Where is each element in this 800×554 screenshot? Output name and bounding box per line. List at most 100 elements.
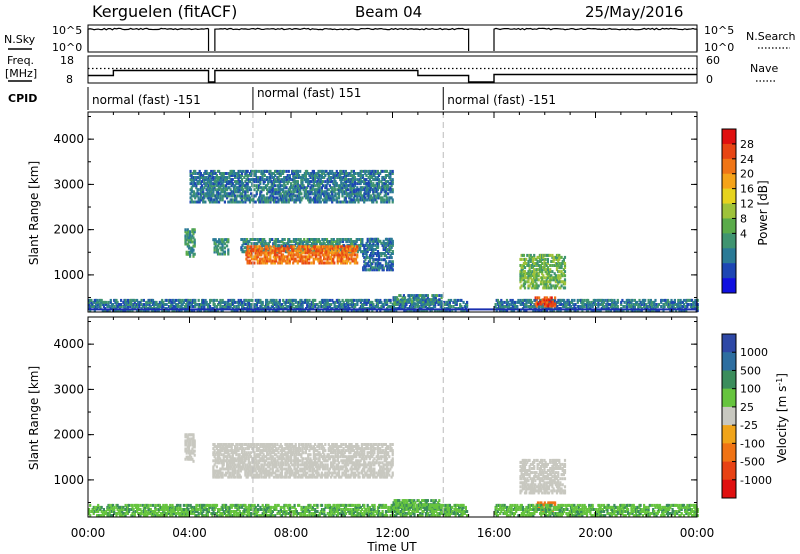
- velocity-data: [88, 433, 699, 518]
- power-colorbar-swatch-9: [722, 263, 736, 279]
- power-colorbar-swatch-2: [722, 158, 736, 175]
- velocity-ytick-label-1: 2000: [53, 428, 84, 442]
- power-axes: 1000 2000 3000 4000: [53, 111, 698, 313]
- x-tick-label-0: 00:00: [71, 526, 106, 540]
- power-ylabel: Slant Range [km]: [27, 161, 41, 265]
- nsky-panel: N.Sky 10^5 10^0 10^5 10^0 N.Search: [4, 24, 796, 54]
- power-colorbar-label: Power [dB]: [756, 180, 770, 245]
- velocity-panel: 1000 2000 3000 4000 Slant Range [km] 1000 50…: [27, 316, 789, 518]
- plot-title: Kerguelen (fitACF): [92, 2, 237, 21]
- nave-right-tick-bottom: 0: [706, 73, 713, 86]
- nsky-left-tick-bottom: 10^0: [52, 41, 82, 54]
- power-panel: 1000 2000 3000 4000 Slant Range [km] 28 24 20…: [27, 111, 770, 313]
- power-colorbar-swatch-7: [722, 233, 736, 249]
- x-tick-label-3: 12:00: [375, 526, 410, 540]
- x-tick-label-1: 04:00: [172, 526, 207, 540]
- cpid-segment-1: normal (fast) 151: [257, 86, 361, 100]
- power-region-7: [519, 253, 567, 290]
- nave-right-tick-top: 60: [706, 54, 720, 67]
- velocity-colorbar-label-exp: -1: [775, 378, 784, 386]
- cpid-label: CPID: [8, 92, 37, 105]
- power-colorbar-swatch-3: [722, 173, 736, 189]
- power-ytick-label-2: 3000: [53, 177, 84, 191]
- power-ytick-label-3: 4000: [53, 132, 84, 146]
- freq-lines: [88, 67, 697, 83]
- velocity-colorbar-swatch-1: [722, 352, 736, 371]
- freq-frame: [87, 55, 698, 84]
- nsky-right-tick-top: 10^5: [704, 24, 734, 37]
- velocity-ytick-label-2: 3000: [53, 382, 84, 396]
- velocity-colorbar-swatch-5: [722, 425, 736, 444]
- velocity-colorbar-tick-3: 25: [740, 401, 754, 414]
- power-colorbar-swatch-0: [722, 129, 736, 145]
- x-tick-labels: 00:00 04:00 08:00 12:00 16:00 20:00 00:00: [71, 526, 715, 540]
- power-region-4: [362, 237, 394, 272]
- cpid-segments: normal (fast) -151 normal (fast) 151 norma…: [87, 86, 556, 110]
- velocity-colorbar-swatch-4: [722, 406, 736, 426]
- power-region-3: [245, 245, 359, 265]
- velocity-colorbar-swatch-0: [722, 334, 736, 353]
- freq-label: Freq.: [7, 54, 34, 67]
- x-tick-label-6: 00:00: [680, 526, 715, 540]
- power-colorbar: 28 24 20 16 128 4: [721, 128, 754, 294]
- cpid-segment-2: normal (fast) -151: [447, 93, 556, 107]
- power-region-1: [212, 238, 230, 256]
- nsky-lines: [87, 27, 698, 51]
- power-colorbar-tick-6: 4: [740, 227, 747, 240]
- beam-label: Beam 04: [355, 3, 422, 21]
- power-ytick-label-0: 1000: [53, 268, 84, 282]
- velocity-colorbar-label-unit: [m s: [775, 386, 789, 412]
- velocity-colorbar-tick-7: -1000: [740, 474, 772, 487]
- freq-unit-label: [MHz]: [5, 67, 37, 80]
- velocity-colorbar-tick-4: -25: [740, 419, 758, 432]
- x-tick-label-4: 16:00: [477, 526, 512, 540]
- power-region-0: [184, 228, 196, 258]
- velocity-axes: 1000 2000 3000 4000: [53, 316, 698, 518]
- freq-series-solid: [88, 69, 697, 83]
- power-region-6: [392, 294, 443, 306]
- power-colorbar-swatch-6: [722, 218, 736, 234]
- velocity-colorbar: 1000 500 100 25 -25 -100 -500 -1000: [721, 333, 772, 499]
- nsky-left-tick-top: 10^5: [52, 24, 82, 37]
- velocity-colorbar-swatch-8: [722, 479, 736, 499]
- velocity-colorbar-label: Velocity [m s-1]: [775, 373, 789, 463]
- x-tick-label-5: 20:00: [578, 526, 613, 540]
- velocity-ytick-label-3: 4000: [53, 337, 84, 351]
- velocity-frame: [87, 316, 698, 518]
- power-colorbar-swatch-10: [722, 278, 736, 294]
- power-colorbar-tick-2: 20: [740, 168, 754, 181]
- nsky-segment-0: [87, 27, 210, 51]
- nave-label: Nave: [750, 62, 778, 75]
- freq-left-tick-bottom: 8: [66, 73, 73, 86]
- power-frame: [87, 111, 698, 313]
- power-colorbar-tick-3: 16: [740, 183, 754, 196]
- nsky-segment-1: [214, 27, 470, 51]
- x-tick-label-2: 08:00: [274, 526, 309, 540]
- velocity-colorbar-tick-0: 1000: [740, 346, 768, 359]
- power-colorbar-tick-0: 28: [740, 138, 754, 151]
- velocity-colorbar-label-close: ]: [775, 373, 789, 378]
- velocity-region-1: [212, 443, 394, 479]
- velocity-colorbar-swatch-3: [722, 388, 736, 408]
- cpid-panel: CPID normal (fast) -151 normal (fast) 151…: [8, 86, 556, 110]
- x-axis-title: Time UT: [366, 540, 417, 554]
- power-colorbar-tick-5: 8: [740, 212, 747, 225]
- velocity-colorbar-swatch-6: [722, 443, 736, 462]
- nsky-right-tick-bottom: 10^0: [704, 41, 734, 54]
- velocity-colorbar-label-main: Velocity: [775, 416, 789, 463]
- power-colorbar-swatch-8: [722, 248, 736, 264]
- nsky-segment-2: [493, 27, 698, 51]
- power-ytick-label-1: 2000: [53, 223, 84, 237]
- power-region-8: [534, 296, 557, 308]
- cpid-segment-0: normal (fast) -151: [92, 93, 201, 107]
- velocity-colorbar-tick-2: 100: [740, 383, 761, 396]
- power-colorbar-swatch-5: [722, 203, 736, 219]
- power-colorbar-tick-4: 12: [740, 198, 754, 211]
- velocity-region-0: [184, 433, 196, 463]
- nsearch-label: N.Search: [746, 30, 796, 43]
- freq-left-tick-top: 18: [60, 54, 74, 67]
- velocity-colorbar-tick-1: 500: [740, 364, 761, 377]
- velocity-ylabel: Slant Range [km]: [27, 366, 41, 470]
- power-region-9: [189, 169, 394, 204]
